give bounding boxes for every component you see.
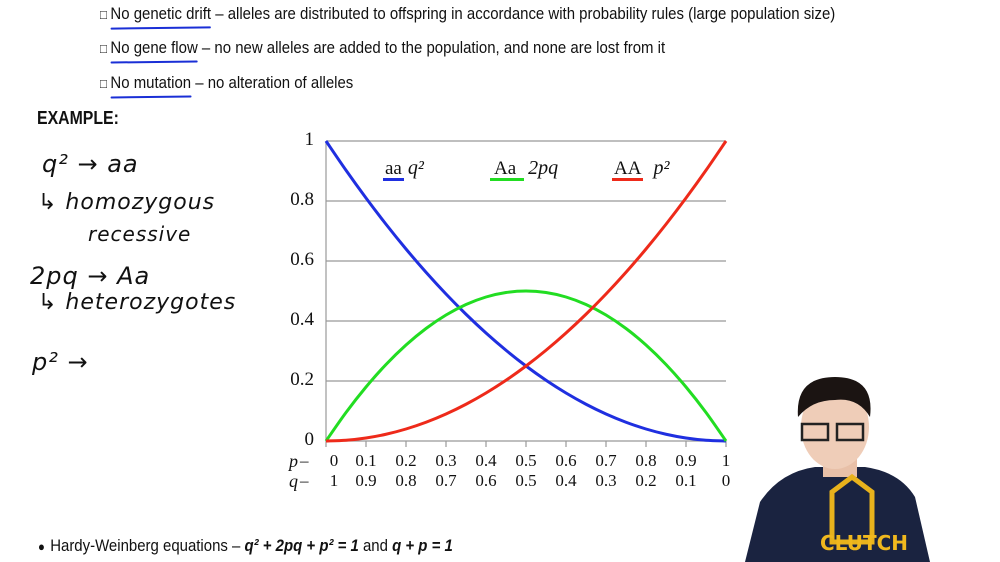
y-tick-label: 0.2 bbox=[290, 369, 314, 390]
x-tick-label-q: 0.7 bbox=[435, 471, 457, 490]
legend-AA: AA p² bbox=[612, 157, 669, 181]
x-tick-label-p: 0.2 bbox=[395, 451, 417, 470]
y-tick-label: 0.6 bbox=[290, 249, 314, 270]
bullet-genetic-drift: □ No genetic drift – alleles are distribu… bbox=[100, 4, 835, 24]
x-tick-label-q: 1 bbox=[329, 471, 339, 490]
x-tick-label-p: 0.8 bbox=[635, 451, 657, 470]
legend-Aa: Aa 2pq bbox=[490, 157, 558, 181]
bullet-text: – no new alleles are added to the popula… bbox=[197, 38, 666, 57]
logo-hexagon-icon bbox=[829, 473, 875, 545]
presenter-video: CLUTCH bbox=[745, 377, 930, 562]
hardy-weinberg-equation: ● Hardy-Weinberg equations – q² + 2pq + p… bbox=[38, 536, 453, 556]
x-tick-label-p: 1 bbox=[721, 451, 731, 470]
bullet-gene-flow: □ No gene flow – no new alleles are added… bbox=[100, 38, 665, 58]
x-tick-label-q: 0 bbox=[721, 471, 731, 490]
bullet-term: No mutation bbox=[110, 73, 192, 92]
handwriting-line: ↳ heterozygotes bbox=[38, 290, 237, 315]
handwriting-line: q² → aa bbox=[42, 150, 139, 178]
x-tick-label-p: 0.9 bbox=[675, 451, 697, 470]
handwriting-line: p² → bbox=[32, 348, 89, 376]
legend-frequency: 2pq bbox=[528, 157, 559, 179]
presenter-face bbox=[801, 385, 869, 469]
legend-aa: aa q² bbox=[383, 157, 424, 181]
x-tick-label-p: 0.3 bbox=[435, 451, 457, 470]
checkbox-icon: □ bbox=[100, 7, 107, 22]
y-tick-label: 1 bbox=[304, 129, 315, 150]
x-tick-label-q: 0.2 bbox=[635, 471, 657, 490]
shirt-logo: CLUTCH bbox=[820, 531, 908, 555]
presenter-shirt bbox=[745, 467, 930, 562]
x-tick-label-p: 0.5 bbox=[515, 451, 537, 470]
series-line-Aa bbox=[324, 289, 728, 442]
equation-1: q² + 2pq + p² = 1 bbox=[244, 536, 359, 555]
x-tick-label-q: 0.4 bbox=[555, 471, 577, 490]
legend-genotype: aa bbox=[383, 158, 404, 181]
x-tick-label-q: 0.3 bbox=[595, 471, 617, 490]
x-tick-label-p: 0 bbox=[329, 451, 339, 470]
bullet-dot: ● bbox=[38, 539, 45, 554]
x-tick-label-q: 0.1 bbox=[675, 471, 697, 490]
equation-and: and bbox=[358, 536, 393, 555]
x-axis-label-p: p bbox=[289, 451, 298, 471]
x-axis-label-q: q bbox=[289, 471, 298, 491]
x-tick-label-p: 0.1 bbox=[355, 451, 377, 470]
handwriting-line: ↳ homozygous bbox=[38, 190, 216, 215]
x-tick-label-p: 0.6 bbox=[555, 451, 577, 470]
legend-genotype: AA bbox=[612, 158, 644, 181]
y-tick-label: 0.8 bbox=[290, 189, 314, 210]
equation-prefix: Hardy-Weinberg equations – bbox=[50, 536, 245, 555]
y-tick-label: 0.4 bbox=[290, 309, 314, 330]
bullet-mutation: □ No mutation – no alteration of alleles bbox=[100, 73, 353, 93]
legend-genotype: Aa bbox=[490, 159, 525, 181]
bullet-text: – alleles are distributed to offspring i… bbox=[211, 4, 836, 23]
x-tick-label-q: 0.9 bbox=[355, 471, 377, 490]
axis-dash: – bbox=[300, 451, 309, 470]
equation-2: q + p = 1 bbox=[392, 536, 453, 555]
y-tick-label: 0 bbox=[304, 429, 315, 450]
glasses-icon bbox=[800, 422, 830, 442]
checkbox-icon: □ bbox=[100, 41, 107, 56]
series-line-AA bbox=[325, 140, 728, 443]
axis-dash: – bbox=[300, 471, 309, 490]
handwriting-line: recessive bbox=[88, 222, 192, 246]
example-heading: EXAMPLE: bbox=[37, 108, 119, 128]
legend-frequency: p² bbox=[653, 157, 670, 179]
x-tick-label-p: 0.4 bbox=[475, 451, 497, 470]
bullet-text: – no alteration of alleles bbox=[191, 73, 354, 92]
bullet-term: No genetic drift bbox=[110, 4, 212, 23]
x-tick-label-q: 0.8 bbox=[395, 471, 417, 490]
x-tick-label-q: 0.6 bbox=[475, 471, 497, 490]
legend-frequency: q² bbox=[407, 157, 424, 179]
x-tick-label-q: 0.5 bbox=[515, 471, 537, 490]
x-tick-label-p: 0.7 bbox=[595, 451, 617, 470]
bullet-term: No gene flow bbox=[110, 38, 198, 57]
presenter-hair bbox=[797, 377, 871, 417]
handwriting-line: 2pq → Aa bbox=[30, 262, 151, 290]
checkbox-icon: □ bbox=[100, 76, 107, 91]
